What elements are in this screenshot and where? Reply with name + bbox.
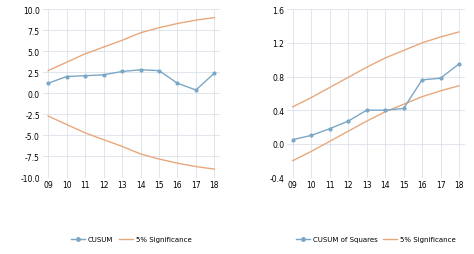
Legend: CUSUM, 5% Significance: CUSUM, 5% Significance — [69, 233, 194, 245]
Legend: CUSUM of Squares, 5% Significance: CUSUM of Squares, 5% Significance — [293, 233, 458, 245]
